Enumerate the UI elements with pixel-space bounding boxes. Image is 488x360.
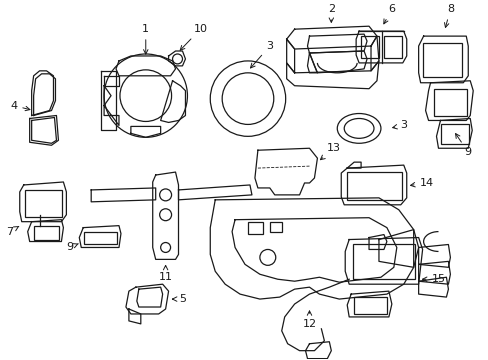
- Text: 13: 13: [320, 143, 341, 160]
- Text: 10: 10: [180, 24, 207, 50]
- Bar: [360, 36, 378, 58]
- Text: 11: 11: [158, 265, 172, 282]
- Bar: [269, 222, 281, 231]
- Bar: [352, 244, 414, 279]
- Bar: [433, 89, 467, 117]
- Bar: [353, 297, 386, 314]
- Text: 8: 8: [444, 4, 453, 27]
- Text: 3: 3: [250, 41, 273, 68]
- Bar: [422, 43, 461, 77]
- Text: 4: 4: [10, 100, 30, 111]
- Text: 15: 15: [422, 274, 445, 284]
- Bar: [346, 172, 401, 200]
- Text: 12: 12: [302, 311, 316, 329]
- Text: 14: 14: [410, 178, 433, 188]
- Text: 2: 2: [327, 4, 334, 22]
- Text: 7: 7: [6, 226, 19, 237]
- Bar: [441, 125, 468, 144]
- Text: 9: 9: [455, 134, 471, 157]
- Text: 5: 5: [172, 294, 185, 304]
- Bar: [383, 36, 401, 58]
- Bar: [25, 190, 62, 217]
- Text: 9: 9: [66, 243, 78, 252]
- Text: 6: 6: [383, 4, 394, 24]
- Text: 1: 1: [142, 24, 149, 54]
- Bar: [247, 222, 263, 234]
- Bar: [84, 231, 117, 244]
- Bar: [34, 226, 60, 239]
- Text: 3: 3: [392, 121, 407, 130]
